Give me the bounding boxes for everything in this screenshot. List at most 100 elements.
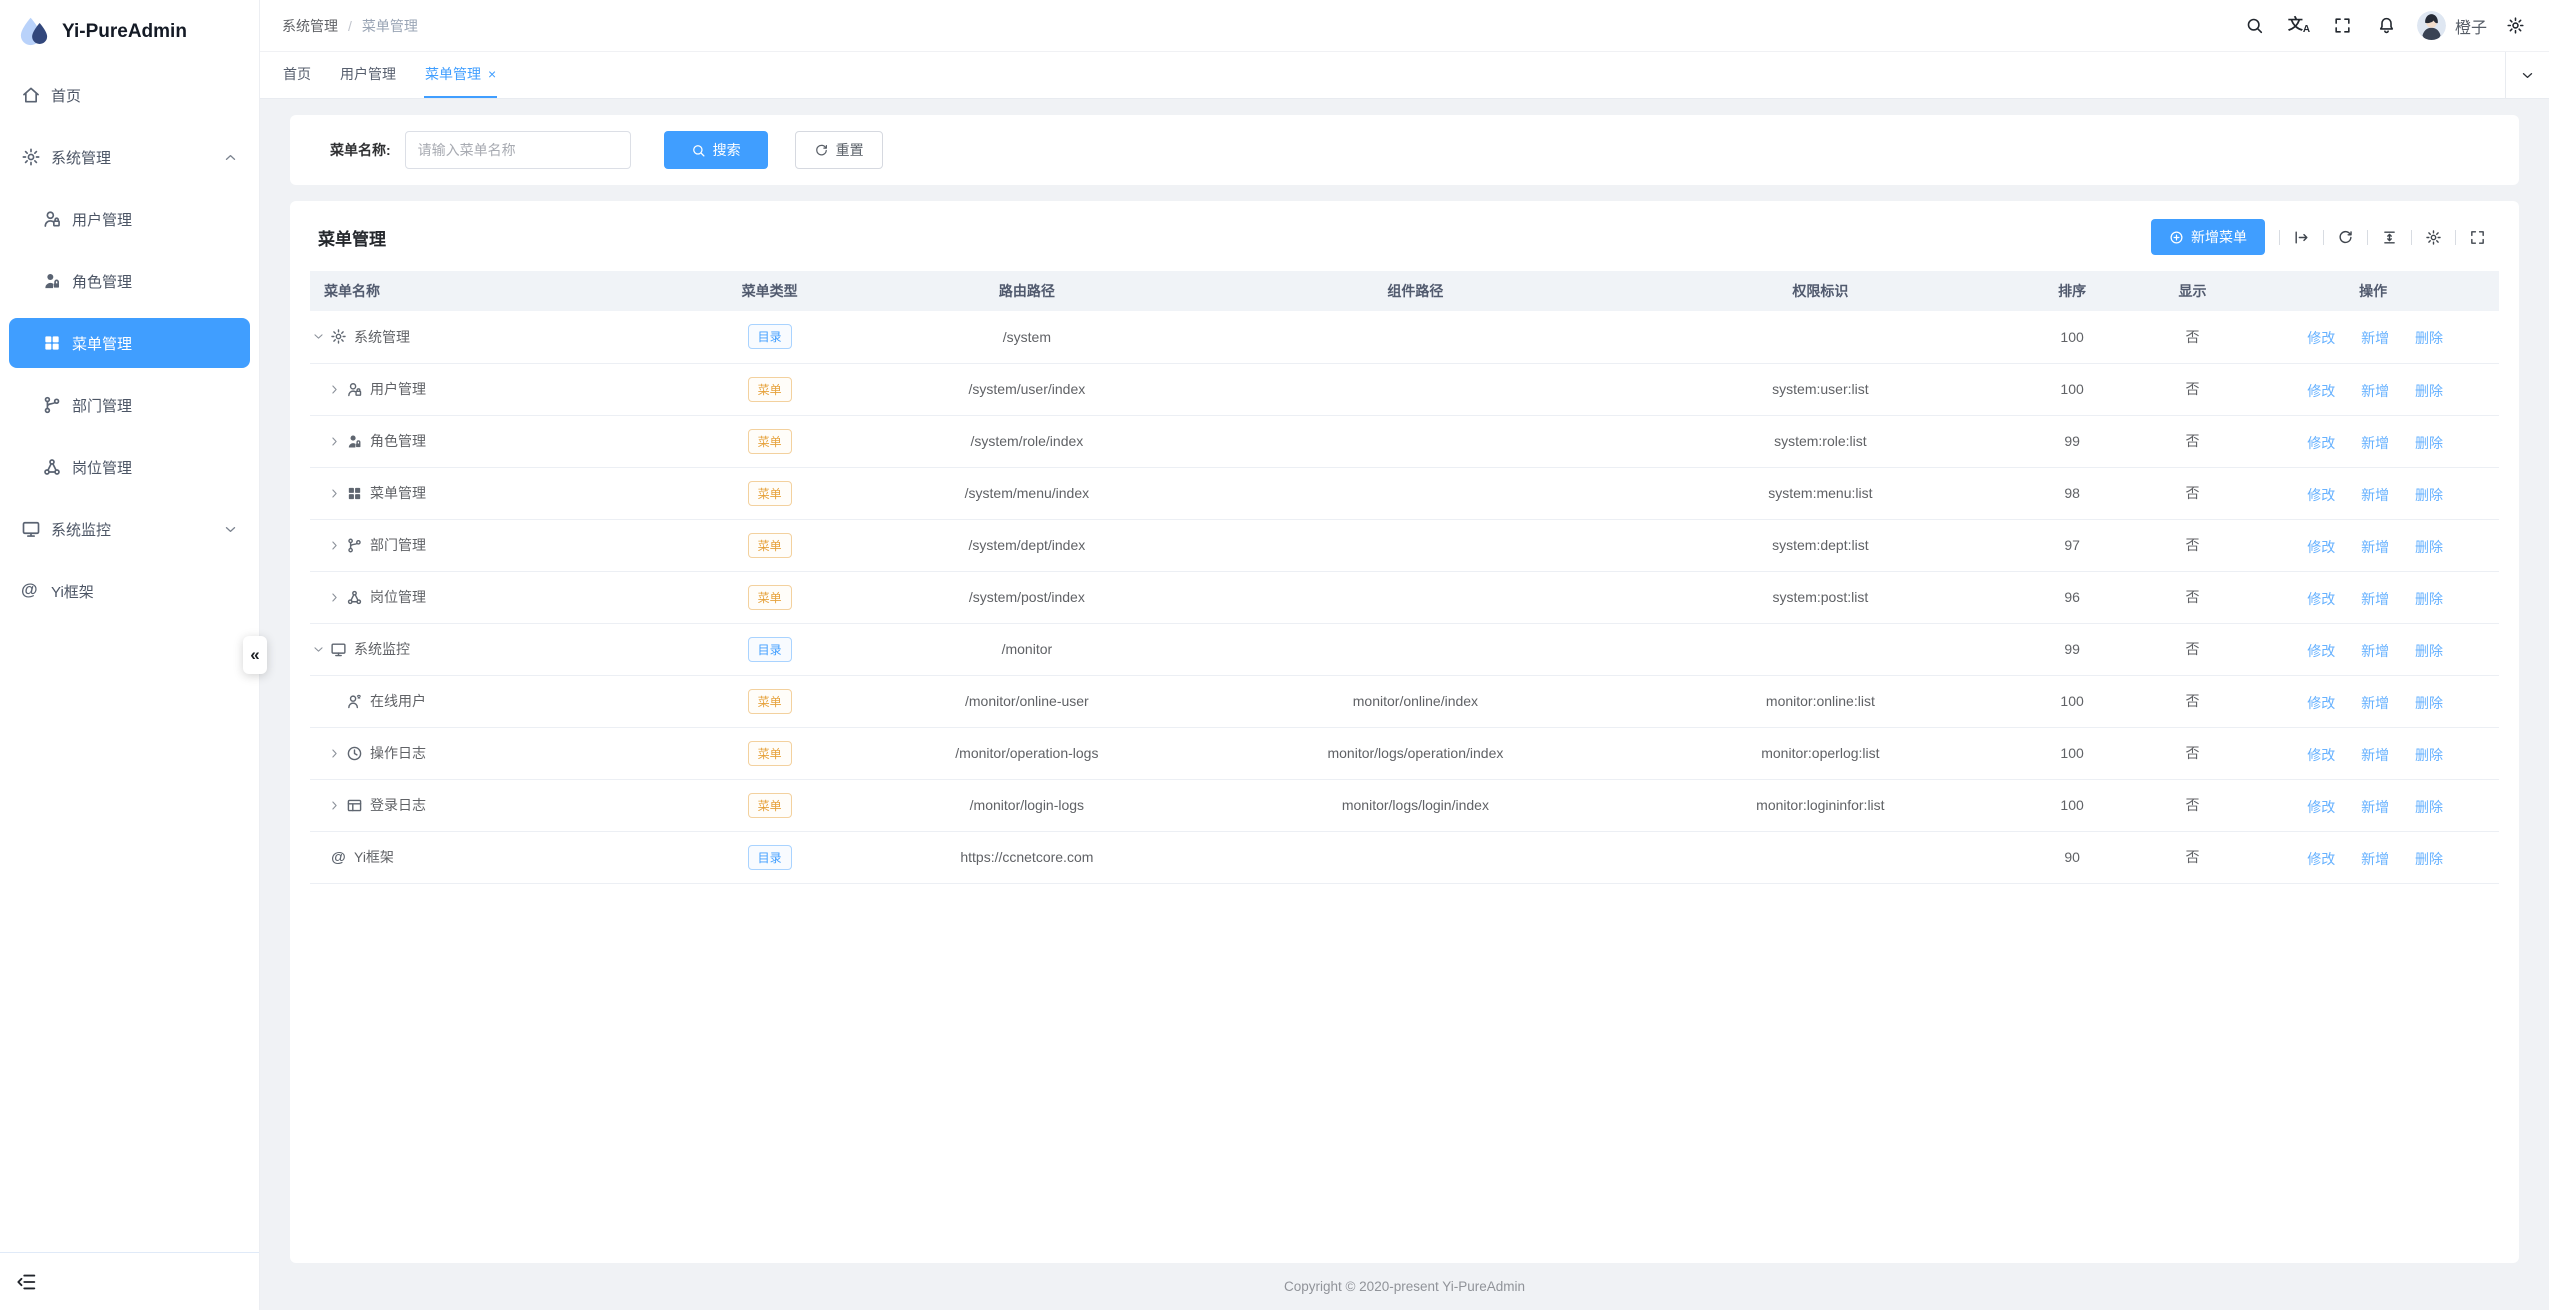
delete-link[interactable]: 删除 bbox=[2414, 330, 2443, 347]
add-link[interactable]: 新增 bbox=[2361, 382, 2390, 399]
expand-icon[interactable] bbox=[326, 485, 342, 501]
add-link[interactable]: 新增 bbox=[2361, 486, 2390, 503]
expand-icon[interactable] bbox=[326, 589, 342, 605]
expand-icon[interactable] bbox=[310, 329, 326, 345]
sidebar-item-home[interactable]: 首页 bbox=[9, 70, 250, 120]
delete-link[interactable]: 删除 bbox=[2414, 382, 2443, 399]
density-icon[interactable] bbox=[2368, 219, 2411, 255]
sidebar-item-depts[interactable]: 部门管理 bbox=[9, 380, 250, 430]
menu-type-tag: 菜单 bbox=[747, 376, 792, 402]
sidebar-item-system[interactable]: 系统管理 bbox=[9, 132, 250, 182]
sidebar-item-monitor[interactable]: 系统监控 bbox=[9, 504, 250, 554]
delete-link[interactable]: 删除 bbox=[2414, 590, 2443, 607]
edit-link[interactable]: 修改 bbox=[2307, 642, 2336, 659]
expand-icon[interactable] bbox=[310, 641, 326, 657]
add-link[interactable]: 新增 bbox=[2361, 538, 2390, 555]
edit-link[interactable]: 修改 bbox=[2307, 486, 2336, 503]
menu-name-input[interactable] bbox=[404, 131, 631, 169]
delete-link[interactable]: 删除 bbox=[2414, 746, 2443, 763]
add-link[interactable]: 新增 bbox=[2361, 746, 2390, 763]
toolbar-divider bbox=[2455, 229, 2456, 245]
add-link[interactable]: 新增 bbox=[2361, 642, 2390, 659]
expand-icon[interactable] bbox=[326, 537, 342, 553]
row-type-icon bbox=[346, 381, 363, 398]
row-type-icon: @ bbox=[331, 848, 346, 866]
expand-icon[interactable] bbox=[326, 797, 342, 813]
sidebar-item-menus[interactable]: 菜单管理 bbox=[9, 318, 250, 368]
add-link[interactable]: 新增 bbox=[2361, 330, 2390, 347]
sidebar-item-posts[interactable]: 岗位管理 bbox=[9, 442, 250, 492]
add-link[interactable]: 新增 bbox=[2361, 434, 2390, 451]
route-path: /system/menu/index bbox=[857, 467, 1197, 520]
delete-link[interactable]: 删除 bbox=[2414, 642, 2443, 659]
post-share-icon bbox=[42, 457, 62, 477]
delete-link[interactable]: 删除 bbox=[2414, 486, 2443, 503]
add-link[interactable]: 新增 bbox=[2361, 694, 2390, 711]
edit-link[interactable]: 修改 bbox=[2307, 538, 2336, 555]
edit-link[interactable]: 修改 bbox=[2307, 330, 2336, 347]
column-settings-gear-icon[interactable] bbox=[2412, 219, 2455, 255]
reset-button[interactable]: 重置 bbox=[794, 131, 883, 169]
menu-type-tag: 菜单 bbox=[747, 480, 792, 506]
route-path: /system/role/index bbox=[857, 415, 1197, 468]
delete-link[interactable]: 删除 bbox=[2414, 798, 2443, 815]
tabbar: 首页 用户管理 菜单管理 × bbox=[260, 52, 2549, 99]
home-icon bbox=[21, 85, 41, 105]
tab-home[interactable]: 首页 bbox=[283, 66, 311, 82]
delete-link[interactable]: 删除 bbox=[2414, 850, 2443, 867]
close-icon[interactable]: × bbox=[488, 66, 497, 82]
tab-overflow-button[interactable] bbox=[2505, 52, 2549, 98]
route-path: /monitor/online-user bbox=[857, 675, 1197, 728]
delete-link[interactable]: 删除 bbox=[2414, 538, 2443, 555]
logo[interactable]: Yi-PureAdmin bbox=[0, 0, 259, 64]
table-fullscreen-icon[interactable] bbox=[2456, 219, 2499, 255]
visible-value: 否 bbox=[2137, 363, 2248, 416]
add-menu-button[interactable]: 新增菜单 bbox=[2151, 219, 2265, 255]
menu-name: 操作日志 bbox=[370, 745, 426, 761]
tab-user-management[interactable]: 用户管理 bbox=[340, 66, 396, 82]
sidebar: Yi-PureAdmin 首页 系统管理 用户管理 角色管理 菜单管理 部门管理 bbox=[0, 0, 267, 1310]
sort-value: 100 bbox=[2006, 675, 2138, 728]
notification-bell-icon[interactable] bbox=[2365, 4, 2409, 48]
export-arrow-icon[interactable] bbox=[2280, 219, 2323, 255]
avatar[interactable] bbox=[2416, 11, 2446, 40]
add-link[interactable]: 新增 bbox=[2361, 798, 2390, 815]
page-title: 菜单管理 bbox=[318, 229, 386, 249]
refresh-icon[interactable] bbox=[2324, 219, 2367, 255]
delete-link[interactable]: 删除 bbox=[2414, 434, 2443, 451]
sidebar-item-users[interactable]: 用户管理 bbox=[9, 194, 250, 244]
sidebar-item-roles[interactable]: 角色管理 bbox=[9, 256, 250, 306]
col-route-path: 路由路径 bbox=[857, 271, 1197, 311]
edit-link[interactable]: 修改 bbox=[2307, 590, 2336, 607]
sidebar-item-yi-framework[interactable]: @ Yi框架 bbox=[21, 580, 94, 601]
delete-link[interactable]: 删除 bbox=[2414, 694, 2443, 711]
edit-link[interactable]: 修改 bbox=[2307, 694, 2336, 711]
search-icon[interactable] bbox=[2233, 4, 2277, 48]
search-button[interactable]: 搜索 bbox=[663, 131, 768, 169]
menu-fold-icon[interactable] bbox=[16, 1271, 38, 1293]
fullscreen-icon[interactable] bbox=[2321, 4, 2365, 48]
edit-link[interactable]: 修改 bbox=[2307, 850, 2336, 867]
expand-icon[interactable] bbox=[326, 433, 342, 449]
copyright-footer: Copyright © 2020-present Yi-PureAdmin bbox=[1283, 1279, 1526, 1294]
expand-icon[interactable] bbox=[326, 381, 342, 397]
expand-icon bbox=[326, 693, 342, 709]
add-link[interactable]: 新增 bbox=[2361, 590, 2390, 607]
component-path bbox=[1196, 519, 1635, 572]
username[interactable]: 橙子 bbox=[2454, 19, 2487, 37]
settings-gear-icon[interactable] bbox=[2493, 4, 2537, 48]
add-link[interactable]: 新增 bbox=[2361, 850, 2390, 867]
sidebar-collapse-handle[interactable]: « bbox=[243, 636, 267, 674]
page-content: 菜单名称: 搜索 重置 菜单管理 新增菜单 bbox=[260, 99, 2549, 1310]
expand-icon[interactable] bbox=[326, 745, 342, 761]
menu-name: 菜单管理 bbox=[370, 485, 426, 501]
breadcrumb-level1[interactable]: 系统管理 bbox=[282, 17, 338, 34]
tab-menu-management[interactable]: 菜单管理 × bbox=[424, 52, 498, 98]
edit-link[interactable]: 修改 bbox=[2307, 382, 2336, 399]
row-type-icon bbox=[346, 589, 363, 606]
edit-link[interactable]: 修改 bbox=[2307, 798, 2336, 815]
edit-link[interactable]: 修改 bbox=[2307, 434, 2336, 451]
edit-link[interactable]: 修改 bbox=[2307, 746, 2336, 763]
